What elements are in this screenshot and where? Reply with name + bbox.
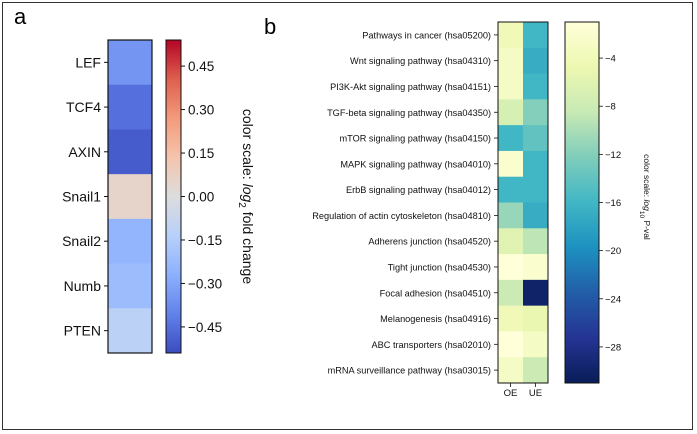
cell-oe (498, 176, 524, 203)
cell-ue (523, 99, 549, 126)
cell-ue (523, 73, 549, 100)
row-label: Tight junction (hsa04530) (388, 262, 491, 272)
cell-ue (523, 305, 549, 332)
heatmap-b-border (497, 21, 549, 384)
row-label: AXIN (68, 144, 101, 160)
cell-oe (498, 254, 524, 281)
cell-pten (108, 308, 152, 354)
col-label: OE (504, 388, 518, 399)
cell-oe (498, 305, 524, 332)
cell-oe (498, 331, 524, 358)
cell-ue (523, 150, 549, 178)
cell-ue (523, 176, 549, 203)
colorbar-b-tick-label: −20 (605, 246, 621, 257)
cell-axin (108, 129, 152, 175)
row-label: Adherens junction (hsa04520) (368, 237, 491, 247)
row-label: Pathways in cancer (hsa05200) (362, 30, 491, 40)
row-label: Focal adhesion (hsa04510) (380, 288, 491, 298)
row-label: Melanogenesis (hsa04916) (380, 314, 491, 324)
colorbar-b (565, 22, 599, 383)
cell-oe (498, 125, 524, 152)
cell-oe (498, 47, 524, 75)
row-label: PI3K-Akt signaling pathway (hsa04151) (330, 82, 491, 92)
cell-snail2 (108, 218, 152, 265)
cell-ue (523, 331, 549, 358)
colorbar-b-tick-label: −12 (605, 150, 621, 161)
cell-tcf4 (108, 84, 152, 130)
colorbar-a-tick-label: −0.30 (188, 276, 222, 291)
colorbar-a-tick-label: −0.45 (188, 320, 222, 335)
row-label: Wnt signaling pathway (hsa04310) (350, 56, 491, 66)
cell-ue (523, 279, 549, 307)
row-label: ErbB signaling pathway (hsa04012) (346, 185, 491, 195)
cell-ue (523, 202, 549, 229)
colorbar-a-tick-label: 0.00 (188, 190, 214, 205)
cell-oe (498, 22, 524, 49)
colorbar-b-tick-label: −8 (605, 102, 616, 113)
colorbar-b-tick-label: −4 (605, 54, 616, 65)
colorbar-a-label: color scale: log2 fold change (236, 109, 256, 284)
cell-ue (523, 228, 549, 255)
colorbar-a (166, 40, 181, 353)
row-label: Regulation of actin cytoskeleton (hsa048… (312, 211, 491, 221)
cell-oe (498, 73, 524, 100)
cell-ue (523, 22, 549, 49)
cell-numb (108, 263, 152, 309)
cell-ue (523, 357, 549, 384)
colorbar-a-tick-label: 0.45 (188, 59, 214, 74)
row-label: TGF-beta signaling pathway (hsa04350) (327, 108, 491, 118)
cell-oe (498, 99, 524, 126)
colorbar-b-tick-label: −28 (605, 342, 621, 353)
row-label: TCF4 (66, 99, 101, 115)
col-label: UE (529, 388, 542, 399)
row-label: MAPK signaling pathway (hsa04010) (340, 159, 491, 169)
row-label: mRNA surveillance pathway (hsa03015) (328, 366, 491, 376)
row-label: LEF (75, 54, 101, 70)
panel-label-a: a (14, 4, 27, 29)
row-label: mTOR signaling pathway (hsa04150) (339, 134, 491, 144)
row-label: ABC transporters (hsa02010) (372, 340, 492, 350)
cell-oe (498, 202, 524, 229)
heatmap-a-border (107, 39, 153, 354)
colorbar-a-tick-label: 0.30 (188, 103, 214, 118)
panel-label-b: b (264, 14, 276, 39)
colorbar-a-tick-label: 0.15 (188, 146, 214, 161)
heatmap-a: LEF TCF4 AXIN Snail1 Snail2 Numb PTEN 0.45 0.30 0… (62, 39, 256, 354)
cell-ue (523, 254, 549, 281)
row-label: Snail2 (62, 233, 101, 249)
figure-frame (2, 2, 693, 430)
heatmap-b: Pathways in cancer (hsa05200) Wnt signali… (312, 21, 652, 399)
cell-ue (523, 125, 549, 152)
cell-snail1 (108, 174, 152, 220)
cell-oe (498, 228, 524, 255)
row-label: PTEN (64, 323, 101, 339)
row-label: Numb (64, 278, 102, 294)
cell-lef (108, 40, 152, 86)
cell-oe (498, 357, 524, 384)
cell-oe (498, 279, 524, 307)
colorbar-a-tick-label: −0.15 (188, 233, 222, 248)
colorbar-b-tick-label: −16 (605, 198, 621, 209)
cell-ue (523, 47, 549, 75)
cell-oe (498, 150, 524, 178)
row-label: Snail1 (62, 189, 101, 205)
colorbar-b-tick-label: −24 (605, 294, 621, 305)
colorbar-b-label: color scale: log10 P-val (638, 154, 652, 240)
